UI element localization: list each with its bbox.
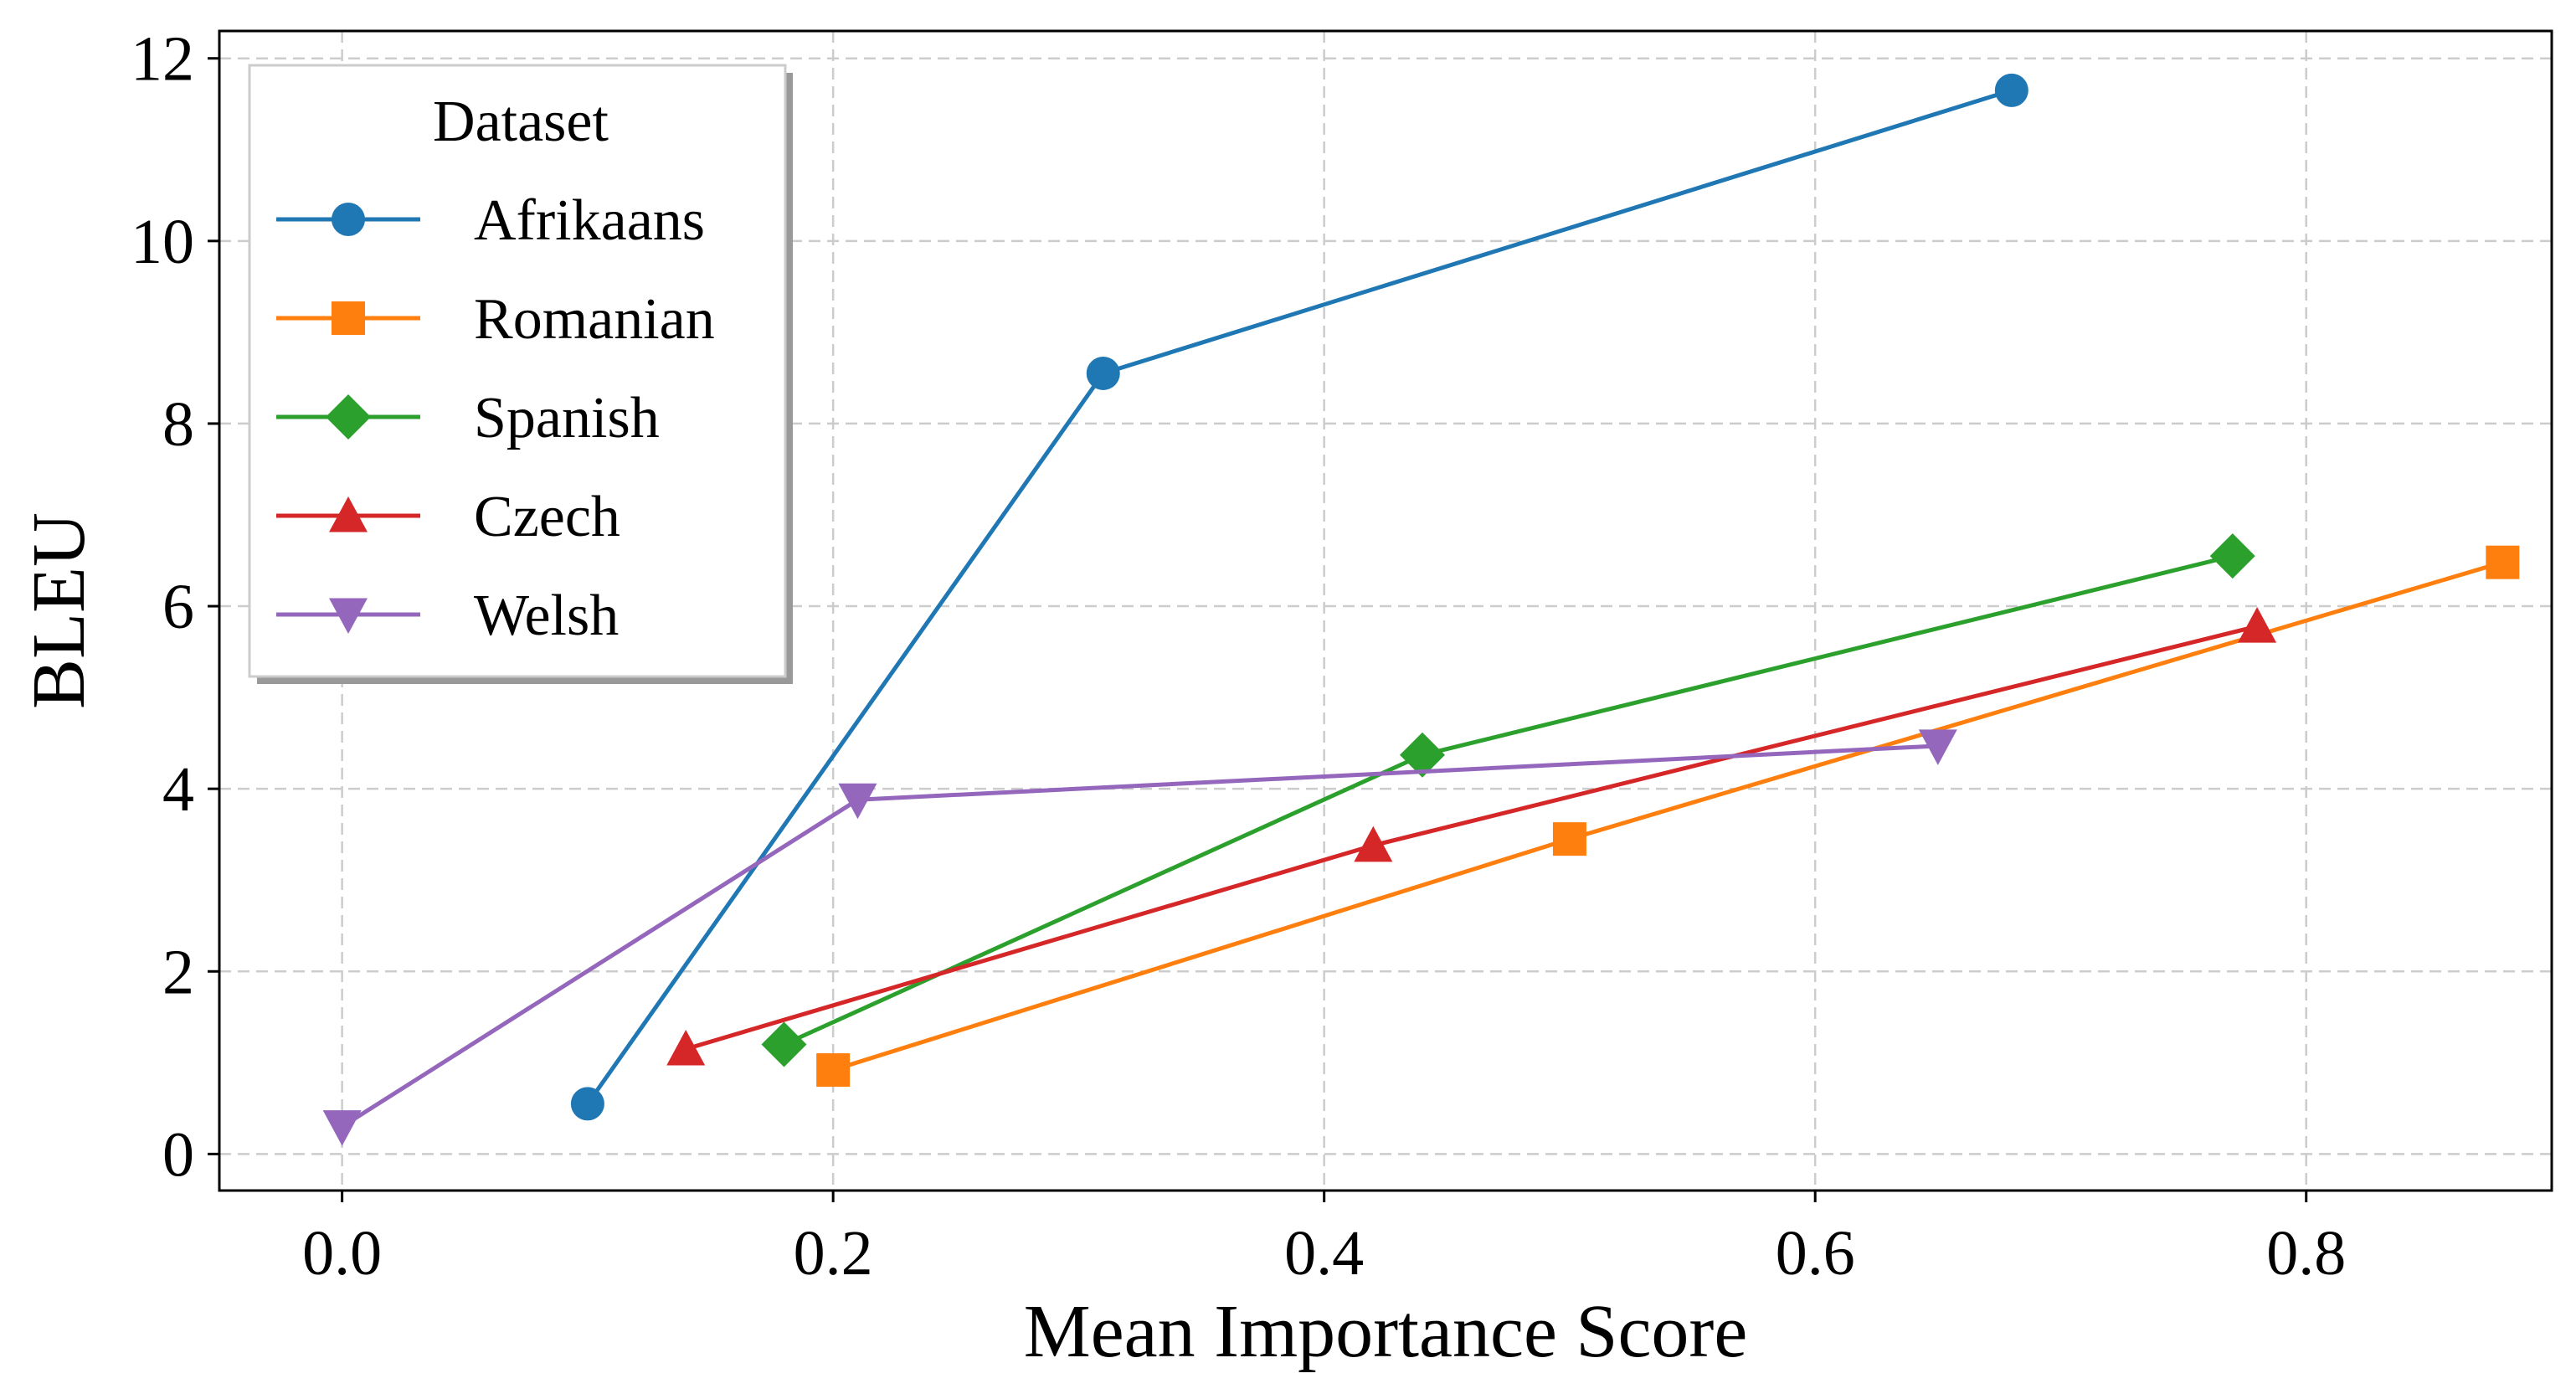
y-tick-label: 12 xyxy=(131,24,194,95)
data-point-afrikaans xyxy=(570,1087,604,1121)
series-line-afrikaans xyxy=(585,88,2013,1105)
data-point-afrikaans xyxy=(1086,356,1120,390)
data-point-welsh xyxy=(322,1110,362,1146)
data-point-czech xyxy=(2238,607,2277,643)
x-axis-title: Mean Importance Score xyxy=(1024,1290,1748,1373)
x-tick-label: 0.8 xyxy=(2266,1218,2346,1288)
legend-marker-spanish xyxy=(326,394,371,440)
y-axis-title: BLEU xyxy=(18,512,100,709)
data-point-czech xyxy=(666,1029,706,1066)
data-point-welsh xyxy=(1918,729,1957,765)
plot-area-frame xyxy=(218,29,2553,1192)
data-point-romanian xyxy=(2486,545,2520,579)
legend-marker-czech xyxy=(329,496,368,532)
data-point-romanian xyxy=(1552,822,1586,856)
legend-item-czech: Czech xyxy=(276,485,620,549)
data-point-welsh xyxy=(838,783,877,820)
legend-marker-welsh xyxy=(329,598,368,634)
legend-marker-romanian xyxy=(332,301,365,335)
legend-label-czech: Czech xyxy=(474,485,620,549)
x-tick-label: 0.6 xyxy=(1776,1218,1855,1288)
legend-label-romanian: Romanian xyxy=(474,287,715,352)
series-spanish xyxy=(761,533,2255,1067)
y-tick-label: 2 xyxy=(162,937,194,1007)
legend-item-welsh: Welsh xyxy=(276,584,619,648)
legend-box xyxy=(248,64,787,678)
y-tick-label: 10 xyxy=(131,207,194,277)
series-lines xyxy=(322,73,2520,1146)
y-tick-label: 4 xyxy=(162,754,194,825)
legend-item-afrikaans: Afrikaans xyxy=(276,188,705,253)
legend-item-spanish: Spanish xyxy=(276,386,660,450)
series-czech xyxy=(666,607,2277,1066)
data-point-afrikaans xyxy=(1994,73,2028,107)
x-tick-label: 0.4 xyxy=(1284,1218,1364,1288)
data-point-spanish xyxy=(2209,533,2255,579)
data-point-spanish xyxy=(1399,732,1445,778)
legend-marker-afrikaans xyxy=(332,203,365,236)
legend-title: Dataset xyxy=(433,90,609,154)
x-tick-label: 0.2 xyxy=(794,1218,873,1288)
legend-item-romanian: Romanian xyxy=(276,287,715,352)
x-tick-label: 0.0 xyxy=(302,1218,382,1288)
axis-ticks: 0.0 0.2 0.4 0.6 0.8 0 2 4 6 8 10 12 xyxy=(131,24,2346,1288)
series-romanian xyxy=(816,545,2520,1088)
legend-label-welsh: Welsh xyxy=(474,584,619,648)
y-tick-label: 0 xyxy=(162,1119,194,1190)
data-point-romanian xyxy=(816,1053,851,1088)
data-point-czech xyxy=(1354,826,1393,862)
legend-label-afrikaans: Afrikaans xyxy=(474,188,705,253)
y-tick-label: 8 xyxy=(162,389,194,460)
series-line-welsh xyxy=(341,743,1938,1129)
y-tick-label: 6 xyxy=(162,572,194,642)
data-point-spanish xyxy=(761,1021,807,1067)
legend-items: Afrikaans Romanian Spanish Czech Welsh xyxy=(276,188,715,648)
series-line-czech xyxy=(685,624,2258,1052)
legend-label-spanish: Spanish xyxy=(474,386,660,450)
series-welsh xyxy=(322,729,1957,1146)
legend: Dataset Afrikaans Romanian Spanish Czech Wel… xyxy=(248,64,793,684)
